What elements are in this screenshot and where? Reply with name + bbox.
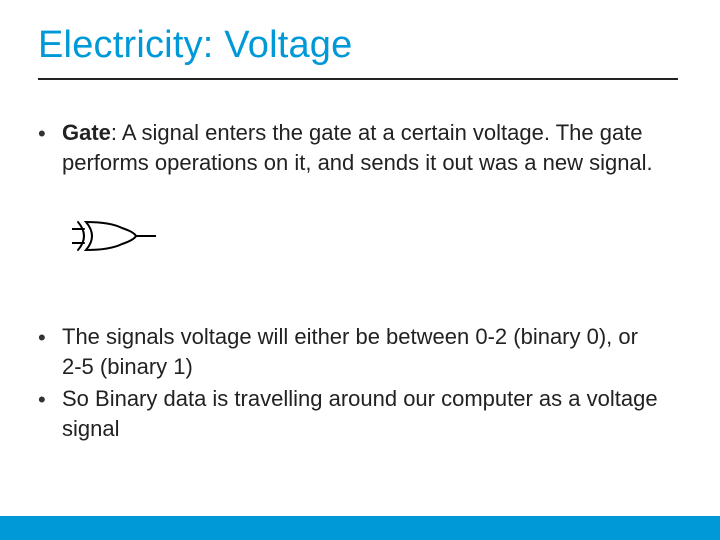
bullet-item-voltage-range: • The signals voltage will either be bet… bbox=[38, 322, 658, 382]
bullet-marker: • bbox=[38, 384, 62, 415]
slide: Electricity: Voltage • Gate: A signal en… bbox=[0, 0, 720, 540]
bullet-group-2: • The signals voltage will either be bet… bbox=[38, 322, 658, 446]
bullet-text: The signals voltage will either be betwe… bbox=[62, 322, 658, 382]
title-underline bbox=[38, 78, 678, 80]
bullet-marker: • bbox=[38, 322, 62, 353]
term-rest: : A signal enters the gate at a certain … bbox=[62, 120, 653, 175]
bullet-item-gate: • Gate: A signal enters the gate at a ce… bbox=[38, 118, 658, 178]
bullet-group-1: • Gate: A signal enters the gate at a ce… bbox=[38, 118, 658, 180]
xor-gate-diagram bbox=[72, 216, 156, 256]
bullet-text: So Binary data is travelling around our … bbox=[62, 384, 658, 444]
bullet-marker: • bbox=[38, 118, 62, 149]
term-gate: Gate bbox=[62, 120, 111, 145]
page-title: Electricity: Voltage bbox=[38, 24, 352, 67]
footer-bar bbox=[0, 516, 720, 540]
bullet-text: Gate: A signal enters the gate at a cert… bbox=[62, 118, 658, 178]
bullet-item-binary-data: • So Binary data is travelling around ou… bbox=[38, 384, 658, 444]
